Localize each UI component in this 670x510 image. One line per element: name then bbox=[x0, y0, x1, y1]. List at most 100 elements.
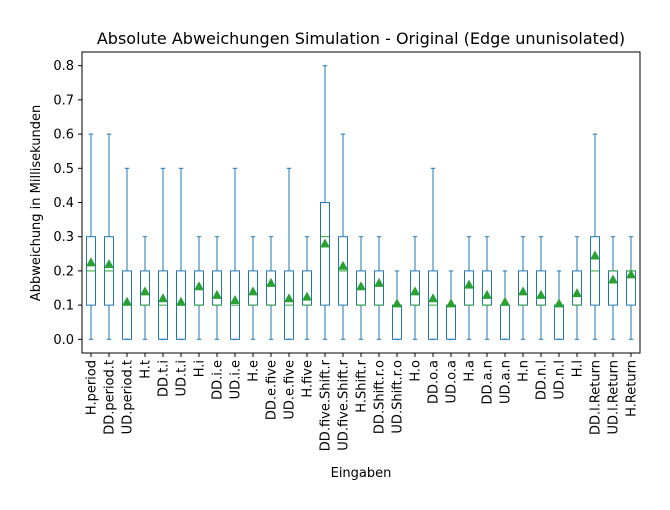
x-tick-label: UD.period.t bbox=[121, 360, 136, 434]
box-group bbox=[464, 236, 474, 340]
x-tick-label: DD.o.a bbox=[427, 360, 442, 404]
box-iqr bbox=[482, 270, 492, 306]
x-tick-label: UD.o.a bbox=[445, 360, 460, 403]
x-tick-label: H.five bbox=[301, 360, 316, 398]
x-tick-label: H.o bbox=[409, 360, 424, 382]
mean-marker bbox=[536, 289, 546, 299]
mean-marker bbox=[500, 296, 510, 306]
mean-marker bbox=[554, 298, 564, 308]
box-group bbox=[572, 236, 582, 340]
box-group bbox=[518, 236, 528, 340]
mean-marker bbox=[320, 238, 330, 248]
chart-title: Absolute Abweichungen Simulation - Origi… bbox=[97, 29, 625, 48]
box-group bbox=[194, 236, 204, 340]
mean-marker bbox=[176, 296, 186, 306]
x-tick-label: DD.a.n bbox=[481, 360, 496, 405]
x-tick-label: DD.i.e bbox=[211, 360, 226, 400]
x-tick-label: DD.l.Return bbox=[589, 360, 604, 435]
x-tick-label: H.i bbox=[193, 360, 208, 377]
mean-marker bbox=[158, 293, 168, 303]
box-iqr bbox=[266, 270, 276, 306]
box-group bbox=[500, 270, 510, 340]
mean-marker bbox=[608, 274, 618, 284]
box-group bbox=[284, 167, 294, 340]
mean-marker bbox=[122, 296, 132, 306]
x-tick-label: UD.e.five bbox=[283, 360, 298, 420]
plot-area bbox=[86, 65, 636, 340]
mean-marker bbox=[194, 281, 204, 291]
y-tick-label: 0.8 bbox=[53, 59, 74, 74]
x-tick-label: DD.five.Shift.r bbox=[319, 359, 334, 451]
mean-marker bbox=[518, 286, 528, 296]
box-group bbox=[482, 236, 492, 340]
x-tick-label: UD.Shift.r.o bbox=[391, 360, 406, 434]
mean-marker bbox=[140, 286, 150, 296]
mean-marker bbox=[428, 293, 438, 303]
box-group bbox=[356, 236, 366, 340]
y-tick-label: 0.7 bbox=[53, 93, 74, 108]
x-tick-label: DD.period.t bbox=[103, 360, 118, 435]
x-tick-label: DD.n.l bbox=[535, 360, 550, 400]
y-tick-label: 0.2 bbox=[53, 264, 74, 279]
x-tick-label: UD.l.Return bbox=[607, 360, 622, 435]
x-tick-label: UD.n.l bbox=[553, 360, 568, 400]
box-group bbox=[446, 270, 456, 340]
box-group bbox=[122, 167, 132, 340]
y-tick-label: 0.1 bbox=[53, 299, 74, 314]
x-tick-label: DD.e.five bbox=[265, 360, 280, 420]
mean-marker bbox=[284, 293, 294, 303]
box-iqr bbox=[392, 304, 402, 340]
box-group bbox=[410, 236, 420, 340]
x-tick-label: UD.five.Shift.r bbox=[337, 359, 352, 450]
x-axis: H.period DD.period.t UD.period.t H.t DD.t.i U… bbox=[85, 353, 640, 451]
box-group bbox=[428, 167, 438, 340]
x-tick-label: H.t bbox=[139, 360, 154, 379]
box-group bbox=[302, 236, 312, 340]
box-group bbox=[338, 133, 348, 340]
x-tick-label: UD.i.e bbox=[229, 360, 244, 399]
mean-marker bbox=[572, 288, 582, 298]
x-tick-label: H.l bbox=[571, 360, 586, 377]
mean-marker bbox=[374, 277, 384, 287]
x-tick-label: H.a bbox=[463, 360, 478, 382]
x-tick-label: DD.t.i bbox=[157, 360, 172, 397]
mean-marker bbox=[338, 260, 348, 270]
box-group bbox=[374, 236, 384, 340]
box-group bbox=[266, 236, 276, 340]
box-group bbox=[392, 270, 402, 340]
x-tick-label: H.Shift.r bbox=[355, 359, 370, 412]
mean-marker bbox=[266, 277, 276, 287]
y-tick-label: 0.3 bbox=[53, 230, 74, 245]
mean-marker bbox=[464, 279, 474, 289]
mean-marker bbox=[86, 257, 96, 267]
y-tick-label: 0.6 bbox=[53, 128, 74, 143]
y-tick-label: 0.0 bbox=[53, 333, 74, 348]
box-iqr bbox=[320, 202, 330, 306]
box-group bbox=[320, 65, 330, 340]
mean-marker bbox=[446, 298, 456, 308]
x-tick-label: UD.t.i bbox=[175, 360, 190, 397]
box-group bbox=[176, 167, 186, 340]
box-group bbox=[536, 236, 546, 340]
box-iqr bbox=[374, 270, 384, 306]
y-tick-label: 0.5 bbox=[53, 162, 74, 177]
box-iqr bbox=[500, 304, 510, 340]
box-group bbox=[212, 236, 222, 340]
y-axis-label: Abbweichung in Millisekunden bbox=[29, 105, 44, 301]
mean-marker bbox=[626, 269, 636, 279]
mean-marker bbox=[356, 281, 366, 291]
box-group bbox=[230, 167, 240, 340]
mean-marker bbox=[482, 289, 492, 299]
box-group bbox=[248, 236, 258, 340]
x-axis-label: Eingaben bbox=[331, 466, 392, 481]
mean-marker bbox=[248, 286, 258, 296]
box-group bbox=[608, 236, 618, 340]
mean-marker bbox=[104, 259, 114, 269]
box-iqr bbox=[212, 270, 222, 306]
mean-marker bbox=[212, 289, 222, 299]
mean-marker bbox=[230, 294, 240, 304]
box-group bbox=[590, 133, 600, 340]
box-group bbox=[158, 167, 168, 340]
